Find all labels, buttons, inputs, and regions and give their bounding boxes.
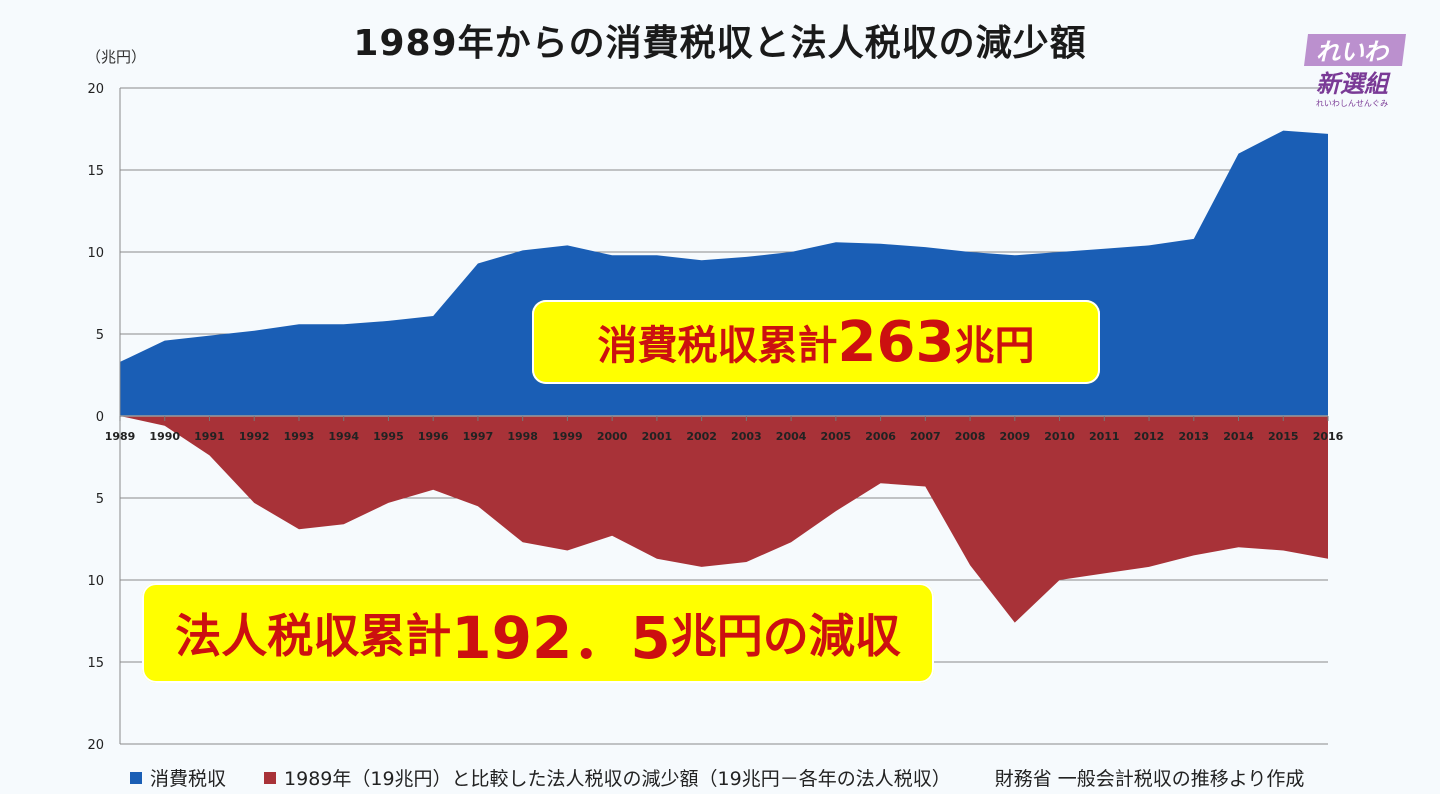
x-tick-label: 1999 (552, 430, 583, 443)
x-tick-label: 2014 (1223, 430, 1254, 443)
unit-label: （兆円） (86, 48, 147, 66)
x-tick-label: 2007 (910, 430, 941, 443)
legend-item-consumption: 消費税収 (130, 764, 226, 791)
consumption-callout-suffix: 兆円 (954, 323, 1035, 369)
source-note: 財務省 一般会計税収の推移より作成 (994, 768, 1305, 790)
consumption-callout-prefix: 消費税収累計 (597, 323, 838, 369)
x-tick-label: 2010 (1044, 430, 1075, 443)
x-tick-label: 2000 (597, 430, 628, 443)
legend-item-corporate: 1989年（19兆円）と比較した法人税収の減少額（19兆円－各年の法人税収） (264, 764, 951, 791)
x-tick-label: 1992 (239, 430, 270, 443)
x-tick-label: 2012 (1134, 430, 1165, 443)
x-tick-label: 2004 (776, 430, 807, 443)
legend-label-corporate: 1989年（19兆円）と比較した法人税収の減少額（19兆円－各年の法人税収） (284, 768, 951, 790)
y-tick-label-up: 0 (96, 410, 104, 425)
y-tick-label-up: 10 (87, 246, 104, 261)
logo-text-line2: 新選組 (1316, 70, 1391, 98)
logo-text-line1: れいわ (1316, 38, 1390, 66)
y-tick-label-up: 15 (87, 164, 104, 179)
logo-text-line3: れいわしんせんぐみ (1316, 99, 1388, 108)
chart-legend: 消費税収 1989年（19兆円）と比較した法人税収の減少額（19兆円－各年の法人… (130, 764, 1304, 791)
consumption-total-callout: 消費税収累計 263 兆円 (532, 300, 1100, 384)
x-tick-label: 1989 (105, 430, 136, 443)
x-tick-label: 2005 (821, 430, 852, 443)
y-tick-label-down: 15 (87, 656, 104, 671)
x-tick-label: 2003 (731, 430, 762, 443)
legend-swatch-consumption (130, 771, 142, 784)
legend-label-consumption: 消費税収 (150, 768, 227, 790)
corporate-callout-value: 192．5 (451, 604, 671, 672)
x-tick-label: 1993 (284, 430, 315, 443)
x-tick-label: 1996 (418, 430, 449, 443)
chart-title: 1989年からの消費税収と法人税収の減少額 (353, 23, 1087, 64)
x-tick-label: 2008 (955, 430, 986, 443)
y-tick-label-down: 10 (87, 574, 104, 589)
x-tick-label: 1990 (149, 430, 180, 443)
corporate-total-callout: 法人税収累計 192．5 兆円の減収 (142, 583, 934, 683)
x-tick-label: 1998 (507, 430, 538, 443)
legend-swatch-corporate (264, 771, 277, 784)
y-tick-label-up: 20 (87, 82, 104, 97)
x-tick-label: 1997 (463, 430, 494, 443)
y-tick-label-down: 5 (96, 492, 104, 507)
x-tick-label: 2001 (642, 430, 673, 443)
corporate-callout-prefix: 法人税収累計 (175, 609, 452, 663)
x-tick-label: 1995 (373, 430, 404, 443)
x-tick-label: 2016 (1313, 430, 1344, 443)
corporate-callout-suffix: 兆円の減収 (670, 609, 901, 663)
y-tick-label-up: 5 (96, 328, 104, 343)
x-tick-label: 1991 (194, 430, 225, 443)
consumption-callout-value: 263 (837, 309, 955, 375)
corporate-tax-decrease-area (120, 416, 1328, 623)
reiwa-logo: れいわ 新選組 れいわしんせんぐみ (1304, 34, 1406, 108)
x-tick-label: 2009 (1000, 430, 1031, 443)
x-tick-label: 2011 (1089, 430, 1120, 443)
x-tick-label: 2013 (1178, 430, 1209, 443)
y-tick-label-down: 20 (87, 738, 104, 753)
axes: 0 5 10 15 20 5 10 15 20 1989 1990 1991 1992 1993 1994 1… (87, 82, 1343, 753)
x-tick-label: 2015 (1268, 430, 1299, 443)
x-tick-label: 2002 (686, 430, 717, 443)
x-tick-label: 1994 (328, 430, 359, 443)
x-tick-label: 2006 (865, 430, 896, 443)
